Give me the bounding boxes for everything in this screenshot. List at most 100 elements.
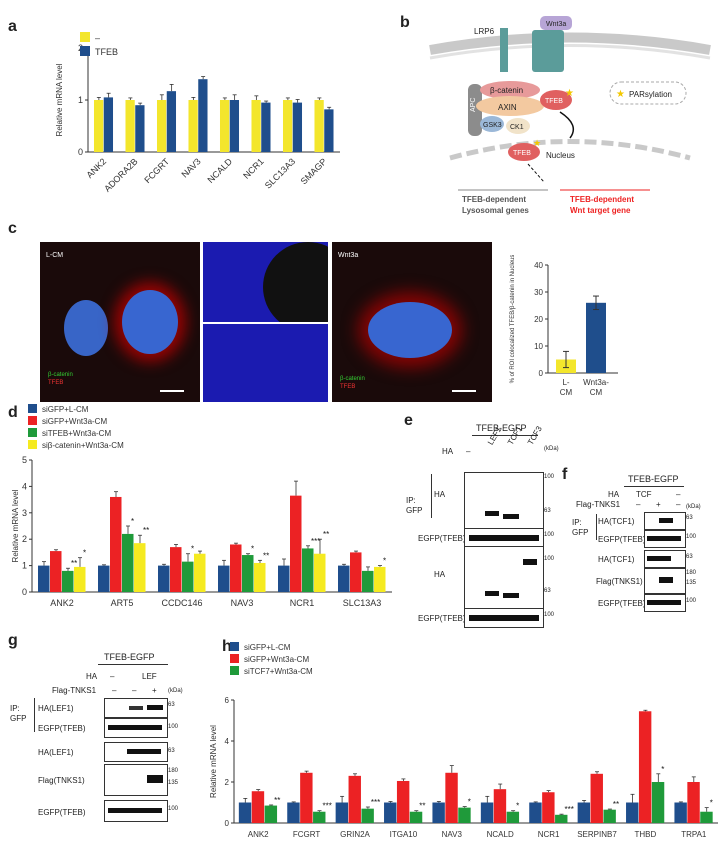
g-ha-header: HA	[86, 672, 98, 681]
e-ip-label: IP:	[406, 496, 416, 505]
g-ha-val-1: –	[110, 672, 115, 681]
panel-label-f: f	[562, 466, 568, 483]
bar	[242, 555, 254, 592]
nucleus-shape	[64, 300, 108, 356]
bar	[651, 782, 665, 823]
f-marker-2: 100	[686, 534, 697, 540]
f-title: TFEB-EGFP	[628, 474, 679, 484]
right-caption-1: TFEB-dependent	[570, 195, 634, 204]
nucleus-shape	[122, 290, 178, 354]
legend-label: siTFEB+Wnt3a-CM	[42, 429, 111, 438]
bar	[409, 811, 423, 823]
bar	[218, 565, 230, 592]
bar	[292, 102, 303, 152]
bar	[314, 553, 326, 592]
x-tick-label: NAV3	[231, 598, 254, 608]
y-tick-label: 40	[534, 261, 543, 270]
scale-bar	[452, 390, 476, 392]
significance-label: **	[419, 802, 425, 811]
bar	[338, 565, 350, 592]
bar	[626, 802, 639, 823]
wnt3a-ligand	[540, 16, 572, 30]
significance-label: *	[131, 517, 134, 526]
f-title-rule	[624, 486, 684, 487]
microscopy-zoom-bottom	[203, 324, 328, 402]
y-axis-label: % of ROI colocalized TFEB/β-catenin in N…	[510, 255, 516, 383]
nucleus-label: Nucleus	[546, 151, 575, 160]
x-tick-label: L-	[562, 378, 569, 387]
x-tick-label: NCALD	[206, 156, 235, 185]
e-blot-4	[464, 608, 544, 628]
legend-swatch	[80, 32, 90, 42]
x-tick-label: SLC13A3	[343, 598, 382, 608]
arrow-to-nucleus	[559, 111, 575, 139]
bar	[348, 775, 361, 823]
bar	[98, 565, 110, 592]
legend-swatch	[80, 46, 90, 56]
right-caption-2: Wnt target gene	[570, 206, 631, 215]
bar	[194, 553, 206, 592]
bar	[577, 802, 591, 823]
dashed-arrow	[527, 163, 545, 183]
x-tick-label: CCDC146	[161, 598, 202, 608]
f-row-5: EGFP(TFEB)	[598, 599, 646, 608]
pars-star-icon: ★	[565, 88, 574, 99]
x-tick-label: NCR1	[538, 830, 560, 839]
lrp6-receptor	[500, 28, 508, 72]
legend-swatch	[230, 666, 239, 675]
e-marker-1: 100	[544, 474, 555, 480]
e-marker-6: 100	[544, 612, 555, 618]
panel-label-d: d	[8, 404, 18, 421]
bar	[458, 807, 471, 823]
bar	[603, 809, 616, 823]
e-marker-5: 63	[544, 588, 551, 594]
x-tick-label: Wnt3a-	[583, 378, 609, 387]
panel-label-h: h	[222, 638, 232, 655]
bcat-channel-label: β-catenin	[340, 376, 365, 382]
bar	[50, 551, 62, 592]
e-lane-4: TCF3	[526, 424, 544, 447]
bar	[74, 566, 86, 592]
y-tick-label: 30	[534, 288, 543, 297]
f-ha-val-1: TCF	[636, 490, 652, 499]
parsylation-legend-box	[609, 81, 687, 105]
x-tick-label: ANK2	[84, 156, 108, 180]
chart-a-relative-mrna: 012Relative mRNA levelANK2ADORA2BFCGRTNA…	[55, 32, 340, 194]
f-gfp-label: GFP	[572, 528, 589, 537]
bar	[396, 780, 410, 823]
significance-label: ***	[371, 798, 380, 807]
bar	[278, 565, 290, 592]
bar	[445, 772, 458, 823]
f-flag-val-3: –	[676, 500, 681, 509]
bar	[166, 91, 177, 152]
bar	[314, 100, 324, 152]
x-tick-label: NCR1	[241, 156, 265, 180]
bar	[362, 570, 374, 592]
g-blot-5	[104, 800, 168, 822]
bar	[103, 97, 114, 152]
legend-label: siTCF7+Wnt3a-CM	[244, 667, 313, 676]
bar	[302, 548, 314, 592]
bar	[122, 533, 134, 592]
x-tick-label: THBD	[635, 830, 657, 839]
e-row-1: HA	[434, 490, 446, 499]
x-tick-label: FCGRT	[293, 830, 321, 839]
f-marker-3: 63	[686, 554, 693, 560]
bar	[374, 566, 386, 592]
f-ha-header: HA	[608, 490, 620, 499]
e-title: TFEB-EGFP	[476, 423, 527, 433]
panel-g-blot: TFEB-EGFP HA – LEF Flag-TNKS1 – – + (kDa…	[8, 652, 198, 852]
e-marker-4: 100	[544, 556, 555, 562]
g-row-2: EGFP(TFEB)	[38, 724, 86, 733]
ck1-label: CK1	[510, 124, 524, 131]
y-tick-label: 0	[539, 369, 544, 378]
bar	[287, 802, 300, 823]
g-flag-val-2: –	[132, 686, 137, 695]
bar	[156, 100, 167, 152]
bar	[590, 773, 603, 823]
apc-shape	[468, 84, 482, 136]
significance-label: *	[661, 765, 664, 774]
bar	[254, 562, 266, 592]
g-title-rule	[98, 664, 168, 665]
legend-label: TFEB	[95, 47, 118, 57]
